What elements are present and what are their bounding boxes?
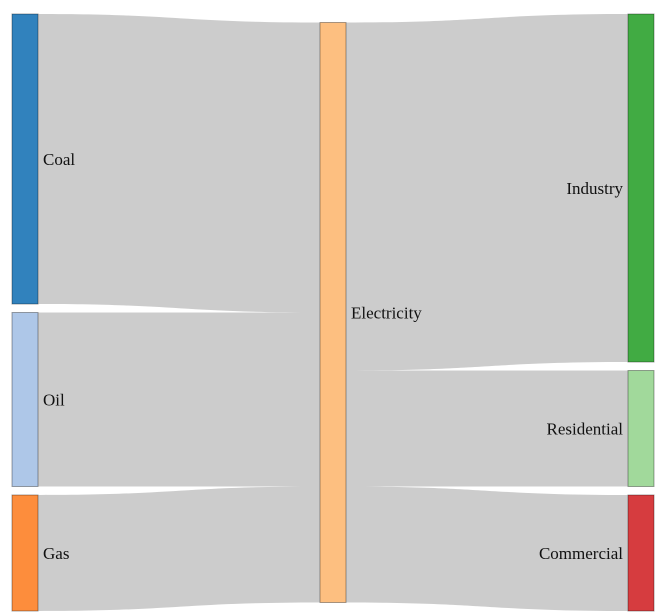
link-gas-electricity[interactable] [38,486,320,612]
links-layer [38,14,628,611]
node-label-electricity: Electricity [351,304,422,323]
node-label-commercial: Commercial [539,544,623,563]
node-residential[interactable] [627,370,655,487]
node-coal[interactable] [11,13,39,305]
node-gas[interactable] [11,494,39,612]
link-electricity-commercial[interactable] [346,486,628,612]
link-electricity-industry[interactable] [346,14,628,371]
link-oil-electricity[interactable] [38,312,320,487]
node-electricity[interactable] [319,22,347,603]
nodes-layer: Coal Oil Gas Electricity Industry Residential… [11,13,655,612]
node-commercial[interactable] [627,494,655,612]
node-label-gas: Gas [43,544,69,563]
node-label-oil: Oil [43,391,65,410]
node-label-coal: Coal [43,150,75,169]
link-electricity-residential[interactable] [346,370,628,487]
link-coal-electricity[interactable] [38,14,320,313]
node-oil[interactable] [11,312,39,487]
node-industry[interactable] [627,13,655,363]
node-label-industry: Industry [566,179,623,198]
node-label-residential: Residential [547,420,624,439]
